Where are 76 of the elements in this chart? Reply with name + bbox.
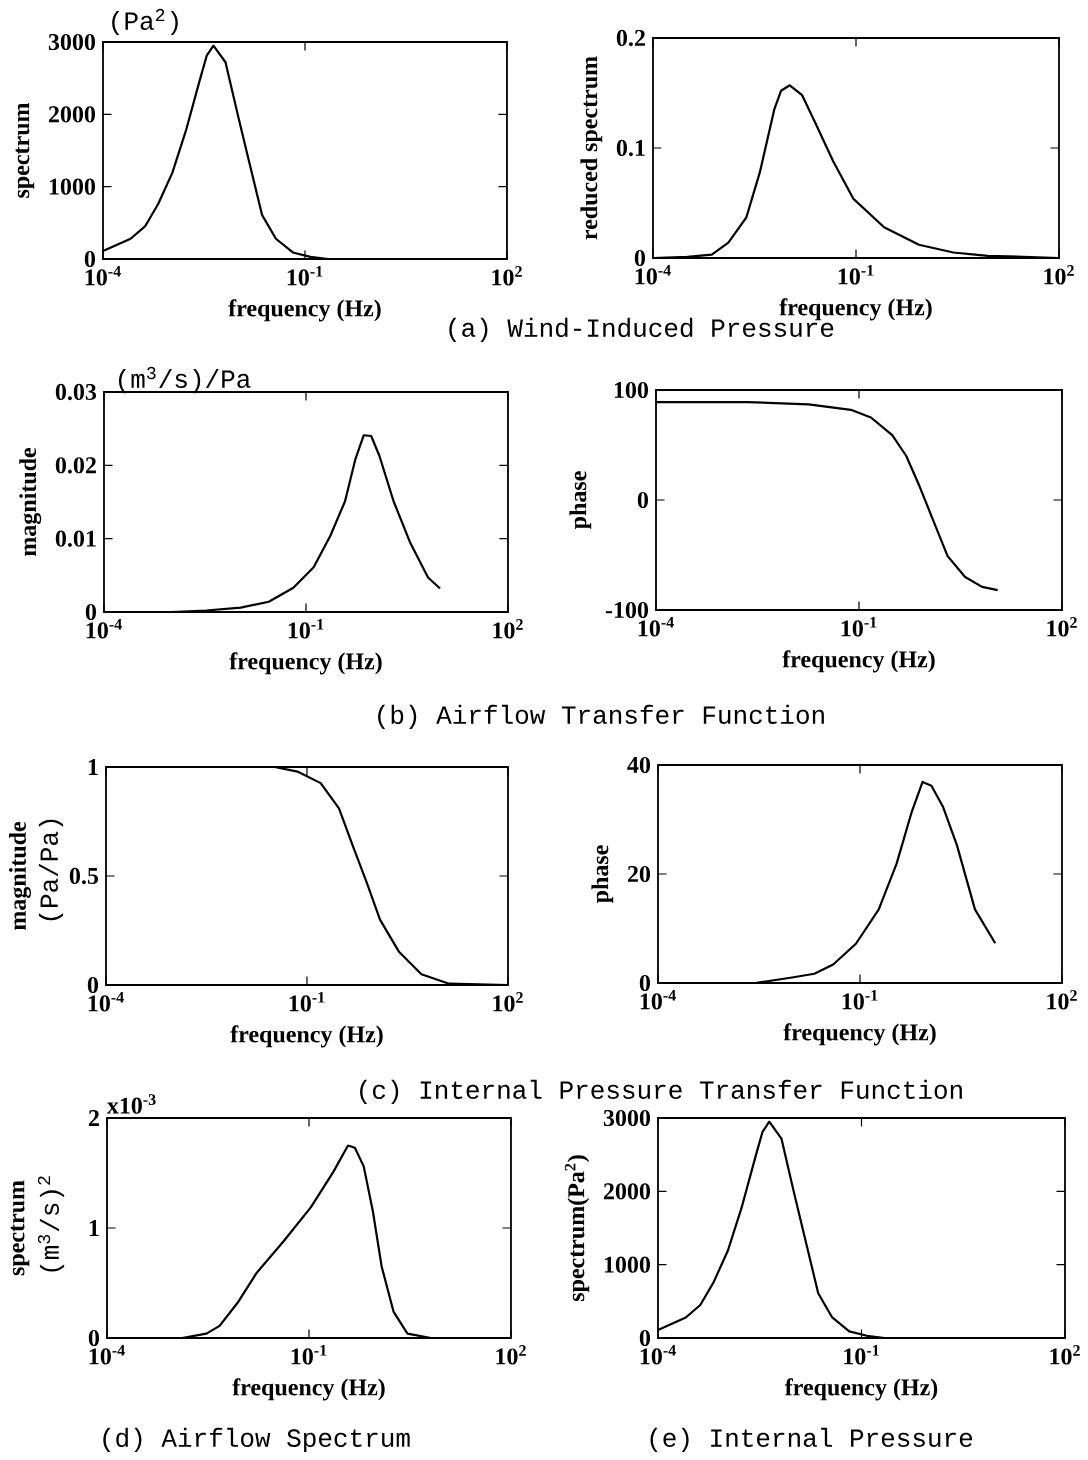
x-axis-title: frequency (Hz) [782,650,935,673]
y-axis-title: magnitude [19,447,42,557]
y-tick-label: 0 [639,1329,650,1347]
y-tick-label: 20 [627,865,650,883]
x-tick-label: 10$^{-1}$ [838,265,874,285]
y-tick-label: 1 [89,1220,99,1236]
y-tick-label: 1 [88,759,98,775]
x-tick-label: 10$^{-1}$ [289,992,325,1012]
text: (e) Internal Pressure [650,1427,972,1453]
y-axis-title: reduced spectrum [580,56,603,240]
y-tick-label: 0.5 [69,867,98,885]
text: (Pa$^{2}$) [112,8,178,36]
text: (c) Internal Pressure Transfer Function [360,1079,962,1105]
x-tick-label: 10$^{-4}$ [89,1345,125,1365]
y-axis-title: spectrum(Pa$^{2}$) [564,1155,590,1302]
x-tick-label: 10$^{-1}$ [841,617,877,637]
y-tick-label: 3000 [48,33,95,51]
y-tick-label: 0 [639,974,650,992]
x-tick-label: 10$^{-4}$ [640,990,676,1010]
x-tick-label: 10$^{2}$ [1047,990,1077,1010]
x-tick-label: 10$^{-1}$ [844,1345,879,1365]
y-tick-label: 100 [614,381,648,399]
x-tick-label: 10$^{2}$ [496,1345,526,1365]
y-tick-label: 0 [634,249,645,267]
x-tick-label: 10$^{-1}$ [842,990,878,1010]
x-axis-title: frequency (Hz) [784,1378,938,1401]
x-tick-label: 10$^{2}$ [492,266,522,286]
x-axis-title: frequency (Hz) [230,1025,383,1048]
y-tick-label: 2 [88,1110,99,1126]
y-tick-label: 0.2 [616,29,645,47]
y-tick-label: 0.01 [55,530,96,547]
x-axis-title: frequency (Hz) [229,652,382,675]
y-tick-label: 0 [85,603,96,621]
x-axis-title: frequency (Hz) [228,299,381,322]
x-tick-label: 10$^{2}$ [1050,1345,1080,1365]
x-tick-label: 10$^{-1}$ [287,266,323,286]
x-axis-title: frequency (Hz) [779,298,932,321]
y-axis-title: spectrum [10,1180,30,1276]
y-tick-label: 1000 [604,1256,650,1273]
y-axis-title: spectrum [15,102,35,198]
x-axis-title: frequency (Hz) [232,1378,385,1401]
y-tick-label: 2000 [48,106,95,123]
x-tick-label: 10$^{-4}$ [85,266,121,286]
x-tick-label: 10$^{-4}$ [635,265,671,285]
text: (m$^{3}$/s)$^{2}$ [37,1176,65,1272]
y-tick-label: 0.03 [55,383,97,401]
x-tick-label: 10$^{2}$ [493,619,523,639]
y-axis-title: phase [591,845,614,904]
x-axis-title: frequency (Hz) [783,1023,936,1046]
text: (Pa/Pa) [38,819,64,921]
y-tick-label: 1000 [49,178,95,195]
x-tick-label: 10$^{-4}$ [640,1345,676,1365]
x-tick-label: 10$^{-4}$ [88,992,124,1012]
x-tick-label: 10$^{-1}$ [288,619,324,639]
y-tick-label: 0 [88,1329,99,1347]
text: (d) Airflow Spectrum [103,1427,410,1453]
x-tick-label: 10$^{-4}$ [86,619,122,639]
y-tick-label: 0.1 [616,139,645,157]
y-axis-title: magnitude [8,821,31,931]
x-tick-label: 10$^{2}$ [1044,265,1074,285]
y-tick-label: 0 [637,491,648,509]
x-tick-label: 10$^{-1}$ [291,1345,327,1365]
y-tick-label: 3000 [603,1109,650,1127]
text: x10$^{-3}$ [106,1094,156,1114]
annotation: (m$^{3}$/s)/Pa [118,366,251,394]
x-tick-label: 10$^{-4}$ [638,617,674,637]
y-tick-label: 0 [84,250,95,268]
text: (b) Airflow Transfer Function [378,704,824,730]
x-tick-label: 10$^{2}$ [493,992,523,1012]
y-tick-label: 0.02 [55,457,96,474]
y-tick-label: 0 [87,976,98,994]
y-tick-label: 2000 [603,1183,650,1200]
x-tick-label: 10$^{2}$ [1047,617,1077,637]
y-axis-title: phase [569,471,592,530]
y-tick-label: -100 [605,601,648,619]
y-tick-label: 40 [627,756,650,774]
